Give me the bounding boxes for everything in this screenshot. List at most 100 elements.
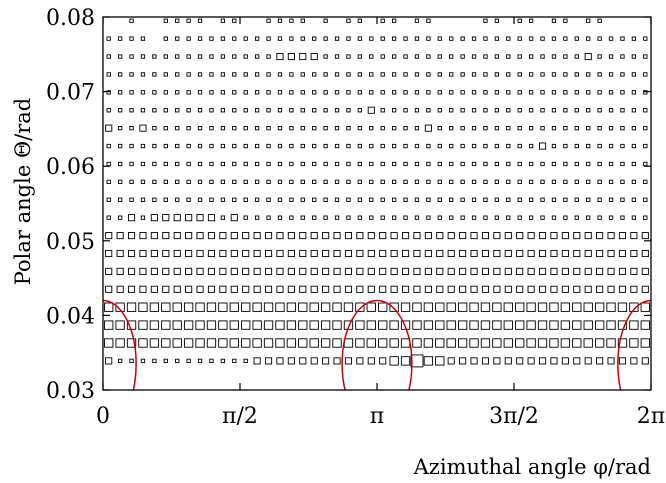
data-marker <box>104 320 114 330</box>
data-marker <box>197 72 203 77</box>
data-marker <box>334 54 340 59</box>
data-marker <box>586 179 591 185</box>
data-marker <box>220 179 226 185</box>
data-marker <box>286 338 297 348</box>
data-marker <box>300 161 305 167</box>
data-marker <box>152 108 157 113</box>
data-marker <box>504 285 512 293</box>
data-marker <box>517 143 522 149</box>
data-marker <box>163 197 168 202</box>
data-marker <box>412 302 422 312</box>
data-marker <box>263 320 274 330</box>
data-marker <box>608 36 614 41</box>
data-marker <box>597 161 602 167</box>
data-marker <box>150 232 158 240</box>
data-marker <box>459 249 467 258</box>
data-marker <box>369 215 374 220</box>
data-marker <box>139 249 147 258</box>
data-marker <box>286 320 297 330</box>
data-marker <box>528 54 534 59</box>
data-marker <box>209 358 214 364</box>
data-marker <box>391 179 397 185</box>
data-marker <box>175 358 180 364</box>
data-marker <box>219 249 227 258</box>
data-marker <box>369 54 374 59</box>
data-marker <box>197 125 203 131</box>
data-marker <box>106 54 111 59</box>
data-marker <box>312 36 317 41</box>
data-marker <box>253 249 261 258</box>
data-marker <box>206 320 217 330</box>
data-marker <box>232 72 237 77</box>
x-tick-label: π <box>370 404 384 429</box>
data-marker <box>483 54 488 59</box>
data-marker <box>206 338 217 348</box>
data-marker <box>608 215 614 220</box>
data-marker <box>320 302 331 312</box>
data-marker <box>483 179 488 185</box>
data-marker <box>631 161 637 167</box>
data-marker <box>540 90 545 95</box>
data-marker <box>517 18 522 23</box>
data-marker <box>586 90 591 95</box>
data-marker <box>209 161 214 167</box>
data-marker <box>436 232 444 240</box>
data-marker <box>643 143 648 149</box>
data-marker <box>186 54 191 59</box>
data-marker <box>323 197 328 202</box>
data-marker <box>277 72 283 77</box>
data-marker <box>186 143 191 149</box>
data-marker <box>574 36 579 41</box>
data-marker <box>173 249 181 258</box>
data-marker <box>551 179 557 185</box>
data-marker <box>494 90 500 95</box>
data-marker <box>563 125 568 131</box>
data-marker <box>414 161 420 167</box>
data-marker <box>299 249 307 258</box>
data-marker <box>629 338 639 348</box>
data-marker <box>380 179 385 185</box>
data-marker <box>391 108 397 113</box>
data-marker <box>414 90 420 95</box>
data-marker <box>435 356 445 366</box>
data-marker <box>357 36 363 41</box>
data-marker <box>506 72 511 77</box>
data-marker <box>344 267 353 275</box>
data-marker <box>563 54 568 59</box>
data-marker <box>163 72 168 77</box>
data-marker <box>506 179 511 185</box>
data-marker <box>129 90 134 95</box>
data-marker <box>469 320 479 330</box>
data-marker <box>460 108 465 113</box>
data-marker <box>230 285 238 293</box>
data-marker <box>253 357 261 365</box>
data-marker <box>183 338 194 348</box>
data-marker <box>527 249 535 258</box>
data-marker <box>266 108 271 113</box>
data-marker <box>460 90 465 95</box>
data-marker <box>515 338 525 348</box>
data-marker <box>369 36 374 41</box>
data-marker <box>551 197 557 202</box>
data-marker <box>480 338 491 348</box>
data-marker <box>173 232 181 240</box>
data-marker <box>379 232 387 240</box>
data-marker <box>152 125 157 131</box>
data-marker <box>126 302 137 312</box>
data-marker <box>346 143 351 149</box>
data-marker <box>379 249 387 258</box>
data-marker <box>289 18 294 23</box>
data-marker <box>494 18 500 23</box>
data-marker <box>299 267 307 275</box>
data-marker <box>437 161 442 167</box>
data-marker <box>289 125 294 131</box>
data-marker <box>150 285 158 293</box>
data-marker <box>149 320 160 330</box>
data-marker <box>150 267 158 275</box>
data-marker <box>139 267 147 275</box>
y-axis-title: Polar angle Θ/rad <box>11 98 35 285</box>
data-marker <box>620 108 625 113</box>
data-marker <box>172 302 182 312</box>
data-marker <box>608 197 614 202</box>
data-marker <box>480 320 491 330</box>
